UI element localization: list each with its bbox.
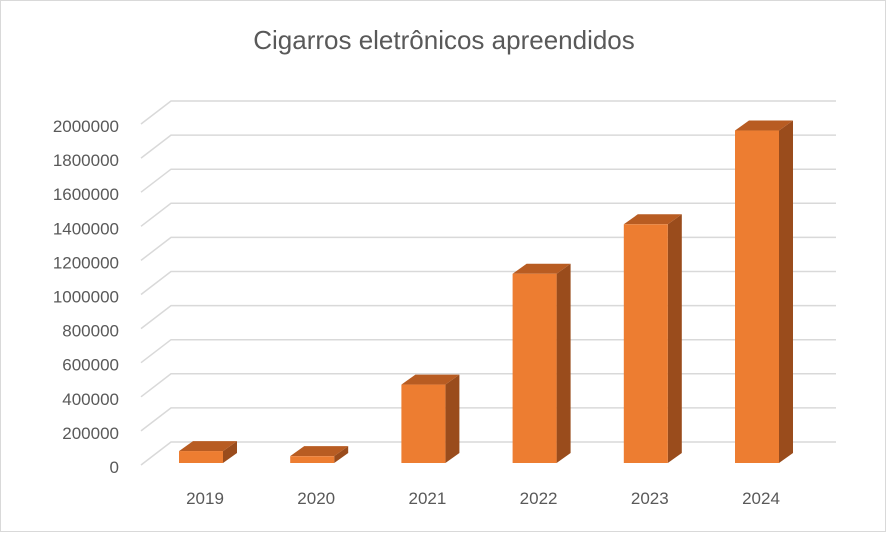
bar-top [623,214,682,225]
y-tick-label: 0 [110,458,119,477]
bar-side [779,120,793,464]
bar-side [556,263,571,463]
gridline [140,100,836,125]
bar-top [735,120,793,131]
gridline [140,236,836,261]
y-tick-label: 600000 [62,356,119,375]
y-tick-label: 1000000 [53,288,119,307]
chart-title: Cigarros eletrônicos apreendidos [253,25,635,55]
gridline [140,304,836,330]
bar-top [512,263,571,274]
bar [735,130,779,463]
bar [401,384,446,463]
gridline [140,407,836,432]
bar [179,451,223,463]
bar-side [667,214,682,463]
x-tick-label: 2021 [408,489,446,508]
y-tick-label: 2000000 [53,117,119,136]
bar [512,273,557,463]
gridline [140,202,836,227]
x-tick-label: 2019 [186,489,224,508]
y-tick-label: 1600000 [53,185,119,204]
gridline [140,441,836,466]
gridline [140,168,836,193]
bar-top [290,446,349,457]
bar-side [334,446,349,463]
y-tick-label: 400000 [62,390,119,409]
x-tick-label: 2023 [631,489,669,508]
x-tick-label: 2024 [742,489,780,508]
gridline [140,373,836,398]
gridline [140,270,836,296]
bar [290,456,335,463]
bar [623,224,668,463]
bar-top [179,441,237,452]
y-tick-label: 800000 [62,322,119,341]
bar-side [223,441,237,463]
bar-side [445,374,460,463]
gridline [140,338,836,364]
y-tick-label: 1800000 [53,151,119,170]
x-tick-label: 2022 [520,489,558,508]
y-tick-label: 200000 [62,424,119,443]
x-tick-label: 2020 [297,489,335,508]
y-tick-label: 1200000 [53,253,119,272]
bar-top [401,374,460,385]
gridline [140,134,836,159]
y-tick-label: 1400000 [53,219,119,238]
